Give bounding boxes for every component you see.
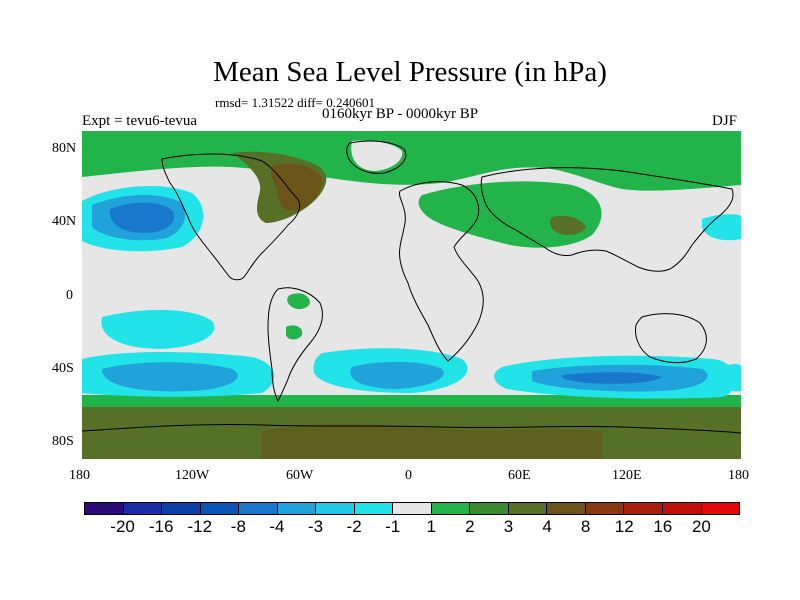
colorbar-box: [354, 503, 394, 514]
asia-coast: [480, 167, 734, 272]
colorbar-label: 2: [465, 517, 475, 536]
coastlines: [81, 140, 742, 434]
australia-coast: [635, 313, 707, 364]
colorbar-label: -4: [269, 517, 285, 536]
greenland-coast: [346, 140, 407, 174]
colorbar-box: [239, 503, 278, 514]
colorbar-label: -16: [148, 517, 174, 536]
north-pacific-dark: [109, 202, 175, 233]
colorbar: [84, 502, 740, 515]
colorbar-box: [316, 503, 355, 514]
brazil-green: [286, 325, 303, 340]
eurasia-olive: [550, 215, 586, 235]
colorbar-label: 3: [503, 517, 514, 536]
colorbar-box: [85, 503, 124, 514]
lon-label-120e: 120E: [612, 468, 642, 483]
colorbar-label: 16: [653, 517, 673, 536]
colorbar-label: -1: [385, 517, 401, 536]
arctic-brown: [271, 163, 322, 211]
lat-label-80s: 80S: [52, 434, 74, 449]
map-title: Mean Sea Level Pressure (in hPa): [213, 56, 607, 88]
colorbar-label: -2: [346, 517, 362, 536]
map-panel: [81, 131, 742, 459]
colorbar-label: -12: [187, 517, 213, 536]
colorbar-label: -3: [307, 517, 324, 536]
east-asia-cyan: [702, 214, 741, 241]
north-america-coast: [161, 153, 301, 281]
lat-label-40n: 40N: [52, 214, 77, 229]
colorbar-box: [701, 503, 740, 514]
antarctica-coast: [81, 423, 742, 434]
colorbar-box: [508, 503, 548, 514]
colorbar-label: -8: [230, 517, 246, 536]
lon-label-0: 0: [405, 468, 412, 483]
colorbar-box: [585, 503, 625, 514]
colorbar-box: [662, 503, 702, 514]
lat-label-0: 0: [66, 288, 73, 303]
colorbar-labels: -20 -16 -12 -8 -4 -3 -2 -1 1 2 3 4 8 12 16 20: [84, 517, 740, 539]
arctic-green: [82, 131, 741, 191]
pressure-map: [81, 131, 742, 459]
lon-label-180e: 180: [728, 468, 749, 483]
south-america-coast: [267, 287, 323, 403]
lon-label-60w: 60W: [286, 468, 314, 483]
colorbar-box: [624, 503, 663, 514]
colorbar-box: [470, 503, 509, 514]
colorbar-label: -20: [110, 517, 135, 536]
south-atlantic-blue: [350, 361, 444, 389]
colorbar-box: [431, 503, 471, 514]
colorbar-label: 8: [580, 517, 591, 536]
colorbar-box: [123, 503, 163, 514]
colorbar-box: [162, 503, 201, 514]
stats-text: rmsd= 1.31522 diff= 0.240601: [215, 95, 375, 110]
colorbar-label: 12: [614, 517, 634, 536]
lat-label-40s: 40S: [52, 361, 74, 376]
greenland-neutral: [351, 140, 403, 171]
lon-label-180w: 180: [69, 468, 90, 483]
south-pacific-blue: [102, 362, 238, 392]
colorbar-label: 20: [691, 517, 711, 536]
colorbar-box: [277, 503, 317, 514]
europe-africa-coast: [399, 181, 484, 362]
colorbar-box: [200, 503, 240, 514]
period-text: 0160kyr BP - 0000kyr BP: [322, 106, 479, 122]
season-label: DJF: [712, 113, 738, 129]
lon-label-60e: 60E: [508, 468, 531, 483]
amazon-green: [287, 293, 310, 310]
lon-label-120w: 120W: [175, 468, 210, 483]
antarctic-brown-patch: [262, 424, 602, 459]
experiment-label: Expt = tevu6-tevua: [82, 113, 198, 129]
east-pacific-cyan: [722, 364, 741, 392]
south-indian-dark: [561, 372, 662, 384]
colorbar-box: [393, 503, 432, 514]
southern-band-green: [82, 395, 741, 409]
south-pacific-cyan-2: [101, 309, 215, 349]
colorbar-box: [547, 503, 586, 514]
colorbar-label: 4: [542, 517, 552, 536]
lat-label-80n: 80N: [52, 141, 77, 156]
colorbar-label: 1: [426, 517, 437, 536]
